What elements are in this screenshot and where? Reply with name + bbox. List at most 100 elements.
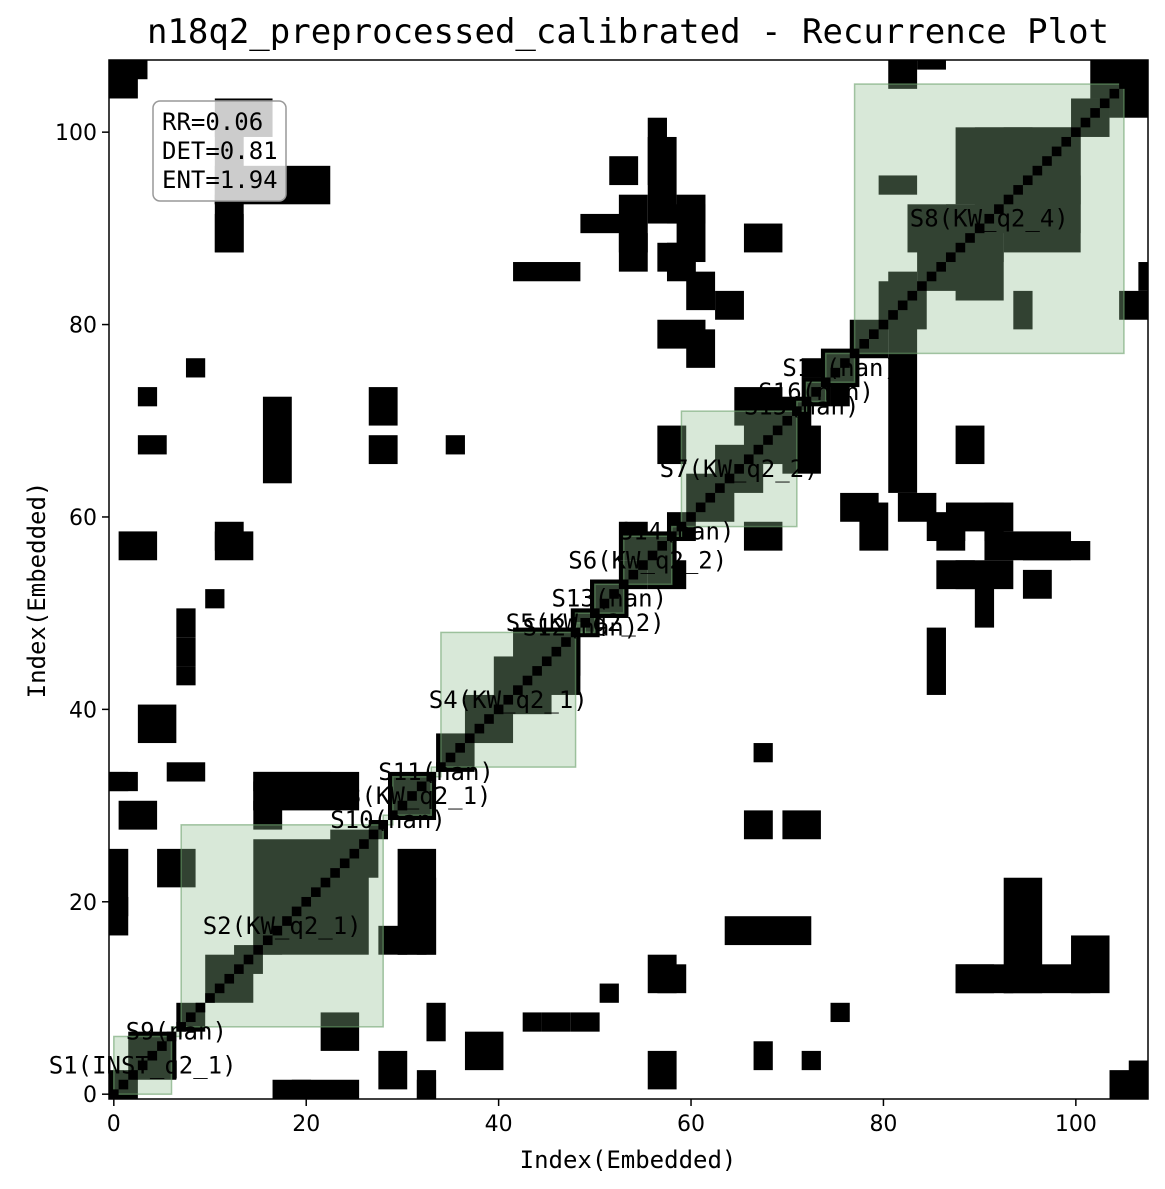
- diagonal-cell: [166, 1031, 177, 1042]
- diagonal-cell: [580, 617, 591, 628]
- segment-label: S14(nan): [619, 517, 735, 545]
- diagonal-cell: [570, 627, 581, 638]
- diagonal-cell: [387, 810, 398, 821]
- recurrence-block: [214, 531, 254, 561]
- diagonal-cell: [859, 338, 870, 349]
- segment-label: S2(KW_q2_1): [203, 912, 362, 940]
- recurrence-block: [1003, 877, 1043, 994]
- plot-area: [109, 60, 1148, 1099]
- diagonal-cell: [551, 646, 562, 657]
- diagonal-cell: [666, 531, 677, 542]
- diagonal-cell: [234, 964, 244, 974]
- diagonal-cell: [445, 752, 456, 763]
- recurrence-block: [782, 425, 821, 474]
- segment-label: S17(nan): [782, 354, 898, 382]
- diagonal-cell: [676, 521, 687, 532]
- diagonal-cell: [474, 723, 485, 734]
- diagonal-cell: [965, 233, 975, 243]
- recurrence-block: [185, 358, 206, 378]
- diagonal-cell: [907, 290, 918, 301]
- recurrence-block: [715, 290, 744, 320]
- diagonal-cell: [1109, 88, 1120, 99]
- diagonal-cell: [205, 993, 215, 1003]
- diagonal-cell: [243, 954, 254, 965]
- diagonal-cell: [869, 329, 879, 339]
- diagonal-cell: [772, 425, 783, 436]
- diagonal-cell: [291, 906, 302, 917]
- recurrence-block: [1128, 1060, 1148, 1099]
- recurrence-block: [724, 916, 812, 946]
- segment-label: S6(KW_q2_2): [568, 546, 727, 574]
- recurrence-block: [599, 983, 619, 1003]
- recurrence-block: [917, 60, 946, 70]
- diagonal-cell: [339, 858, 350, 869]
- recurrence-block: [118, 531, 158, 561]
- diagonal-cell: [1090, 108, 1100, 118]
- diagonal-cell: [782, 415, 793, 426]
- recurrence-block: [878, 175, 918, 195]
- diagonal-cell: [118, 1079, 129, 1090]
- y-tick-label: 0: [83, 1083, 97, 1108]
- segment-label: S10(nan): [330, 806, 446, 834]
- diagonal-cell: [1032, 165, 1043, 176]
- diagonal-cell: [888, 310, 898, 320]
- diagonal-cell: [195, 1002, 206, 1013]
- x-tick-label: 0: [107, 1112, 121, 1137]
- recurrence-block: [109, 60, 148, 80]
- diagonal-cell: [368, 829, 379, 840]
- recurrence-block: [830, 1002, 850, 1023]
- x-axis-ticks: 0 20 40 60 80 100: [107, 1099, 1097, 1137]
- recurrence-block: [753, 1041, 773, 1071]
- diagonal-cell: [926, 271, 937, 282]
- recurrence-block: [859, 502, 889, 551]
- segment-label-layer: S1(INST_q2_1) S2(KW_q2_1) S3(KW_q2_1) S4(KW…: [49, 205, 1069, 1080]
- diagonal-cell: [522, 675, 533, 686]
- diagonal-cell: [840, 358, 850, 368]
- diagonal-cell: [724, 473, 735, 484]
- diagonal-cell: [262, 935, 273, 946]
- recurrence-block: [609, 156, 639, 186]
- segment-label: S7(KW_q2_2): [660, 455, 819, 483]
- recurrence-block: [743, 223, 783, 253]
- recurrence-block: [378, 1050, 408, 1090]
- recurrence-block: [109, 771, 138, 792]
- recurrence-block: [137, 704, 177, 744]
- x-tick-label: 80: [869, 1112, 897, 1137]
- segment-label: S8(KW_q2_4): [910, 205, 1069, 233]
- recurrence-block: [743, 810, 773, 840]
- diagonal-cell: [378, 820, 388, 830]
- recurrence-block: [734, 387, 783, 426]
- recurrence-block: [647, 117, 667, 186]
- stats-ent: ENT=1.94: [162, 166, 278, 194]
- diagonal-cell: [705, 492, 716, 503]
- recurrence-layer: [109, 60, 1148, 1099]
- diagonal-cell: [397, 800, 408, 811]
- diagonal-cell: [638, 560, 648, 570]
- diagonal-cell: [359, 839, 369, 849]
- recurrence-block: [522, 1012, 542, 1032]
- recurrence-block: [936, 560, 975, 590]
- diagonal-cell: [686, 512, 696, 522]
- y-tick-label: 80: [69, 314, 97, 339]
- diagonal-cell: [320, 877, 331, 888]
- plot-frame: [108, 59, 1149, 1100]
- stats-box: RR=0.06 DET=0.81 ENT=1.94: [152, 100, 287, 202]
- recurrence-block: [580, 213, 629, 234]
- diagonal-cell: [253, 945, 263, 955]
- chart-title: n18q2_preprocessed_calibrated - Recurren…: [147, 12, 1109, 52]
- diagonal-cell: [1061, 136, 1072, 147]
- stats-box-frame: [152, 100, 287, 202]
- diagonal-cell: [330, 868, 340, 878]
- stats-det: DET=0.81: [162, 137, 278, 165]
- diagonal-cell: [715, 483, 725, 493]
- recurrence-block: [464, 1031, 504, 1071]
- diagonal-cell: [301, 896, 312, 907]
- segment-label: S11(nan): [378, 758, 494, 786]
- diagonal-cell: [830, 367, 841, 378]
- diagonal-cell: [407, 791, 417, 801]
- diagonal-cell: [128, 1070, 138, 1080]
- diagonal-cell: [878, 319, 889, 330]
- diagonal-cell: [599, 598, 610, 609]
- recurrence-block: [753, 743, 773, 763]
